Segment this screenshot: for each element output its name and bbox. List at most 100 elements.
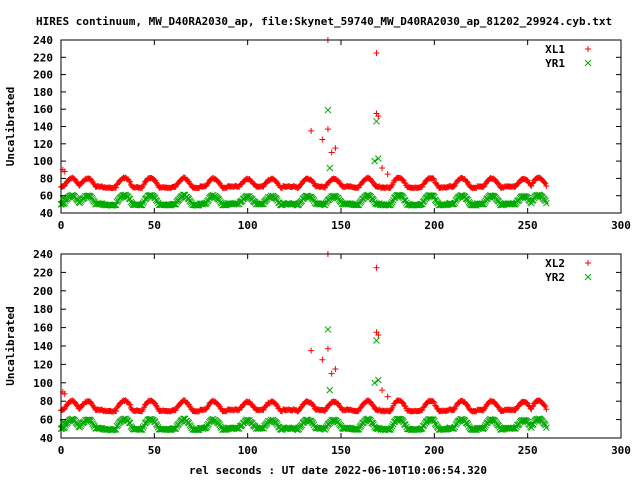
data-point	[332, 145, 339, 152]
data-point	[464, 178, 470, 185]
data-point	[308, 347, 315, 354]
data-point	[420, 421, 428, 429]
data-point	[136, 426, 143, 433]
bottom-panel: 40 60 80 100 120 140 160 180 200 220 240 0 50 100 150 2…	[4, 248, 631, 457]
data-point	[61, 195, 69, 203]
data-point	[388, 422, 396, 430]
data-point	[260, 200, 267, 208]
x-tick-label: 0	[58, 444, 65, 457]
data-point	[373, 337, 380, 344]
x-tick-label: 50	[148, 219, 161, 232]
series-yr2	[57, 326, 550, 434]
data-point	[324, 106, 332, 114]
data-point	[257, 200, 265, 208]
data-point	[139, 199, 147, 207]
y-tick-label: 240	[33, 248, 53, 261]
data-point	[373, 264, 380, 271]
data-point	[61, 168, 68, 175]
data-point	[430, 175, 437, 182]
data-point	[73, 402, 80, 409]
data-point	[185, 195, 193, 203]
data-point	[464, 420, 472, 428]
data-point	[204, 404, 211, 411]
y-tick-label: 40	[40, 207, 53, 220]
data-point	[542, 199, 550, 207]
data-point	[509, 424, 517, 432]
data-point	[394, 415, 402, 423]
y-tick-label: 80	[40, 172, 53, 185]
y-tick-label: 160	[33, 103, 53, 116]
data-point	[90, 403, 97, 410]
data-point	[326, 386, 334, 394]
data-point	[334, 418, 342, 426]
data-point	[185, 419, 193, 427]
y-tick-label: 140	[33, 121, 53, 134]
x-tick-label: 300	[611, 219, 631, 232]
series-xl2	[58, 251, 550, 415]
data-point	[113, 408, 120, 415]
data-point	[139, 424, 147, 431]
data-point	[138, 426, 146, 433]
y-axis-label: Uncalibrated	[4, 306, 17, 385]
y-tick-label: 60	[40, 414, 53, 427]
legend-label: YR2	[545, 271, 565, 284]
data-point	[418, 425, 426, 432]
data-point	[434, 405, 441, 412]
legend-label: XL1	[545, 43, 565, 56]
y-tick-label: 140	[33, 340, 53, 353]
data-point	[326, 164, 334, 172]
data-point	[379, 165, 386, 172]
x-tick-label: 200	[424, 219, 444, 232]
data-point	[431, 399, 438, 406]
data-point	[127, 401, 134, 408]
series-yr1	[57, 106, 550, 209]
data-point	[481, 423, 489, 431]
x-tick-label: 150	[331, 219, 351, 232]
data-point	[369, 178, 376, 185]
y-tick-label: 160	[33, 322, 53, 335]
figure-title: HIRES continuum, MW_D40RA2030_ap, file:S…	[36, 15, 612, 28]
data-point	[324, 126, 331, 133]
y-tick-label: 120	[33, 358, 53, 371]
data-point	[297, 404, 304, 411]
data-point	[371, 379, 378, 387]
data-point	[430, 398, 437, 405]
data-point	[543, 182, 550, 189]
data-point	[126, 178, 133, 185]
data-point	[324, 326, 332, 333]
data-point	[172, 425, 180, 432]
y-axis-label: Uncalibrated	[4, 87, 17, 166]
x-tick-label: 150	[331, 444, 351, 457]
legend-label: XL2	[545, 257, 565, 270]
data-point	[310, 178, 316, 185]
y-tick-label: 220	[33, 51, 53, 64]
top-panel: 40 60 80 100 120 140 160 180 200 220 240 0 50 100 150 2…	[4, 34, 631, 232]
data-point	[541, 179, 548, 186]
data-point	[355, 425, 363, 433]
data-point	[387, 407, 394, 414]
y-tick-label: 240	[33, 34, 53, 47]
data-point	[450, 183, 457, 190]
x-tick-label: 0	[58, 219, 65, 232]
data-point	[153, 402, 160, 409]
data-point	[371, 157, 378, 165]
series-xl1	[58, 37, 550, 192]
data-point	[138, 201, 146, 209]
data-point	[217, 405, 224, 412]
y-tick-label: 200	[33, 69, 53, 82]
data-point	[111, 201, 119, 209]
data-point	[321, 201, 329, 209]
x-tick-label: 50	[148, 444, 161, 457]
y-tick-label: 220	[33, 266, 53, 279]
data-point	[204, 180, 211, 187]
data-point	[113, 184, 120, 191]
data-point	[418, 200, 426, 208]
data-point	[450, 407, 457, 414]
data-point	[257, 424, 265, 432]
data-point	[399, 399, 406, 406]
data-point	[451, 423, 459, 431]
data-point	[319, 136, 326, 143]
data-point	[369, 401, 376, 408]
data-point	[524, 418, 532, 426]
x-tick-label: 250	[518, 219, 538, 232]
